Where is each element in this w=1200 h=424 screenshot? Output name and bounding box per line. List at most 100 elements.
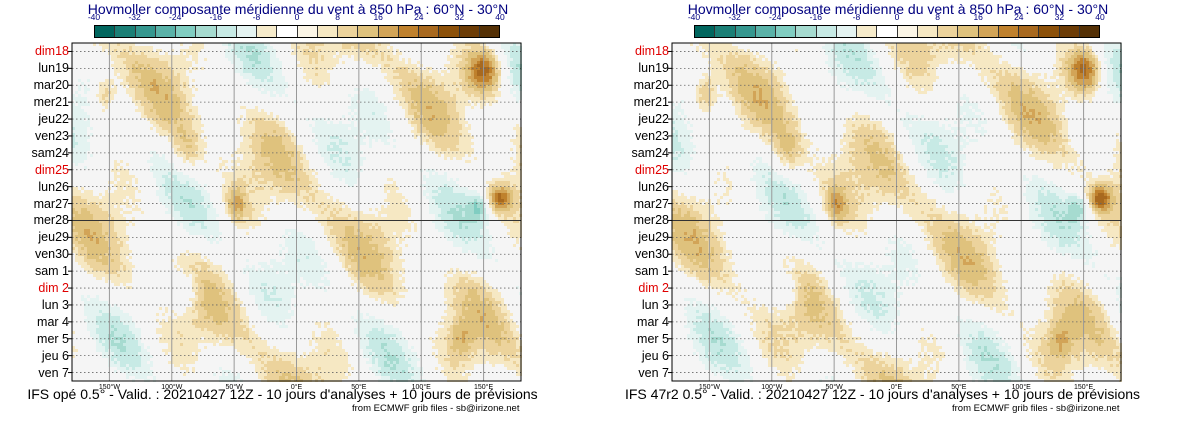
heatmap-cell [180, 208, 183, 211]
heatmap-cell [165, 58, 168, 61]
heatmap-cell [81, 139, 84, 142]
heatmap-cell [303, 196, 306, 199]
heatmap-cell [267, 181, 270, 184]
heatmap-cell [84, 217, 87, 220]
heatmap-cell [180, 196, 183, 199]
heatmap-cell [195, 49, 198, 52]
heatmap-cell [180, 124, 183, 127]
heatmap-cell [144, 70, 147, 73]
heatmap-cell [117, 208, 120, 211]
heatmap-cell [156, 154, 159, 157]
heatmap-cell [315, 70, 318, 73]
heatmap-cell [405, 79, 408, 82]
heatmap-cell [390, 178, 393, 181]
heatmap-cell [468, 82, 471, 85]
heatmap-cell [465, 145, 468, 148]
heatmap-cell [156, 190, 159, 193]
heatmap-cell [276, 184, 279, 187]
heatmap-cell [72, 124, 75, 127]
heatmap-cell [510, 82, 513, 85]
heatmap-cell [432, 205, 435, 208]
heatmap-cell [273, 67, 276, 70]
heatmap-cell [279, 166, 282, 169]
heatmap-cell [321, 145, 324, 148]
heatmap-cell [207, 196, 210, 199]
heatmap-cell [252, 136, 255, 139]
heatmap-cell [435, 112, 438, 115]
heatmap-cell [396, 220, 399, 223]
heatmap-cell [450, 205, 453, 208]
heatmap-cell [387, 58, 390, 61]
heatmap-cell [189, 127, 192, 130]
heatmap-cell [348, 154, 351, 157]
heatmap-cell [435, 130, 438, 133]
heatmap-cell [279, 193, 282, 196]
heatmap-cell [129, 205, 132, 208]
heatmap-cell [255, 55, 258, 58]
heatmap-cell [285, 139, 288, 142]
heatmap-cell [171, 58, 174, 61]
heatmap-cell [483, 217, 486, 220]
heatmap-cell [393, 184, 396, 187]
heatmap-cell [381, 52, 384, 55]
heatmap-cell [351, 49, 354, 52]
heatmap-cell [309, 190, 312, 193]
heatmap-cell [483, 73, 486, 76]
heatmap-cell [270, 67, 273, 70]
heatmap-cell [426, 178, 429, 181]
heatmap-cell [144, 109, 147, 112]
heatmap-cell [459, 61, 462, 64]
heatmap-cell [168, 196, 171, 199]
heatmap-cell [321, 58, 324, 61]
heatmap-cell [465, 187, 468, 190]
heatmap-cell [156, 85, 159, 88]
heatmap-cell [180, 94, 183, 97]
heatmap-cell [192, 214, 195, 217]
heatmap-cell [462, 190, 465, 193]
heatmap-cell [189, 112, 192, 115]
heatmap-cell [96, 196, 99, 199]
heatmap-cell [462, 85, 465, 88]
hovmoller-panel-ifs-ope: Hovmoller composante méridienne du vent … [27, 1, 537, 414]
heatmap-cell [282, 172, 285, 175]
heatmap-cell [327, 52, 330, 55]
heatmap-cell [390, 70, 393, 73]
heatmap-cell [462, 127, 465, 130]
heatmap-cell [462, 205, 465, 208]
heatmap-cell [309, 181, 312, 184]
heatmap-cell [399, 91, 402, 94]
heatmap-cell [192, 145, 195, 148]
heatmap-cell [174, 208, 177, 211]
heatmap-cell [177, 109, 180, 112]
heatmap-cell [126, 73, 129, 76]
heatmap-cell [192, 199, 195, 202]
heatmap-cell [486, 73, 489, 76]
heatmap-cell [330, 220, 333, 223]
heatmap-cell [369, 136, 372, 139]
heatmap-cell [513, 61, 516, 64]
heatmap-cell [270, 124, 273, 127]
heatmap-cell [264, 139, 267, 142]
heatmap-cell [315, 178, 318, 181]
heatmap-cell [330, 166, 333, 169]
heatmap-cell [432, 190, 435, 193]
heatmap-cell [270, 73, 273, 76]
heatmap-cell [516, 88, 519, 91]
heatmap-cell [441, 76, 444, 79]
heatmap-cell [165, 85, 168, 88]
heatmap-cell [429, 106, 432, 109]
heatmap-cell [450, 181, 453, 184]
heatmap-cell [126, 178, 129, 181]
heatmap-cell [453, 103, 456, 106]
heatmap-cell [84, 220, 87, 223]
heatmap-cell [453, 199, 456, 202]
heatmap-cell [459, 76, 462, 79]
heatmap-cell [123, 82, 126, 85]
heatmap-cell [408, 64, 411, 67]
heatmap-cell [471, 85, 474, 88]
heatmap-cell [183, 196, 186, 199]
heatmap-cell [195, 154, 198, 157]
heatmap-cell [507, 175, 510, 178]
heatmap-cell [495, 76, 498, 79]
heatmap-cell [441, 145, 444, 148]
